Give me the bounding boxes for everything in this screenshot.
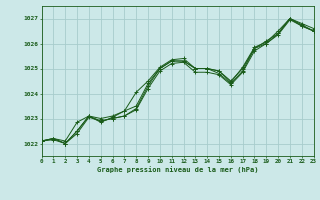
X-axis label: Graphe pression niveau de la mer (hPa): Graphe pression niveau de la mer (hPa) bbox=[97, 167, 258, 173]
